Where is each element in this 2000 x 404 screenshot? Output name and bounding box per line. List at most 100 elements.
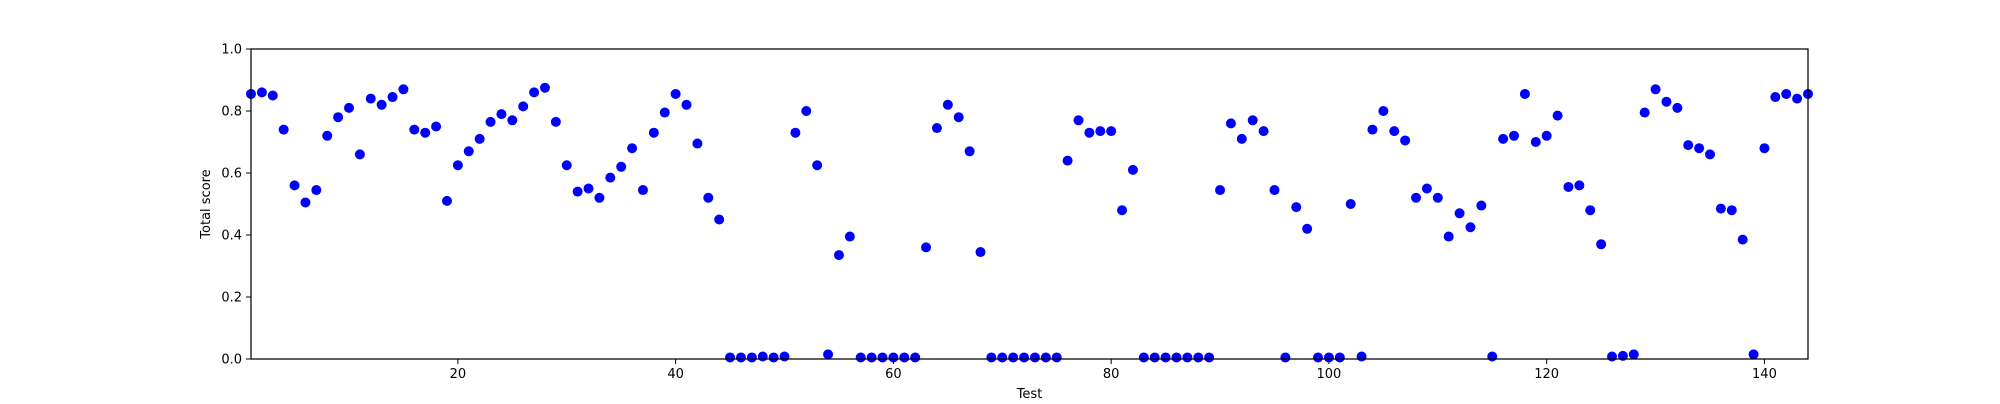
y-tick-label: 0.8 [221, 105, 242, 120]
data-point [1127, 164, 1138, 175]
data-point [1781, 88, 1792, 99]
data-point [1443, 231, 1454, 242]
data-point [997, 352, 1008, 363]
data-point [823, 349, 834, 360]
data-point [354, 149, 365, 160]
data-point [637, 185, 648, 196]
data-point [1378, 106, 1389, 116]
data-point [1454, 208, 1465, 219]
data-point [409, 124, 420, 135]
data-point [1019, 352, 1030, 363]
data-point [550, 116, 561, 127]
data-point [1062, 155, 1073, 166]
data-point [1280, 352, 1291, 363]
data-point [921, 242, 932, 253]
data-point [1541, 130, 1552, 141]
data-point [877, 352, 888, 363]
data-point [703, 192, 714, 203]
data-point [1792, 93, 1803, 104]
data-point [1160, 352, 1171, 363]
y-tick-label: 1.0 [221, 43, 242, 58]
data-point [496, 109, 507, 120]
data-point [1737, 234, 1748, 245]
data-point [300, 197, 311, 208]
data-point [441, 195, 452, 206]
data-point [1204, 352, 1215, 363]
data-point [1400, 135, 1411, 146]
data-point [1084, 127, 1095, 138]
data-point [1607, 351, 1618, 362]
y-tick-label: 0.0 [221, 353, 242, 368]
data-point [1138, 352, 1149, 363]
data-point [1661, 96, 1672, 107]
data-point [583, 183, 594, 194]
data-point [387, 92, 398, 103]
data-point [1215, 185, 1226, 196]
data-point [953, 112, 964, 123]
data-point [1269, 185, 1280, 196]
data-point [529, 87, 540, 98]
data-point [1476, 200, 1487, 211]
x-tick-label: 100 [1317, 367, 1342, 382]
data-point [333, 112, 344, 123]
data-point [1726, 205, 1737, 216]
x-tick-label: 20 [450, 367, 467, 382]
data-point [1411, 192, 1422, 203]
data-point [735, 352, 746, 363]
data-point [866, 352, 877, 363]
data-point [605, 172, 616, 183]
data-point [648, 127, 659, 138]
data-point [594, 192, 605, 203]
data-point [670, 88, 681, 99]
data-point [1225, 118, 1236, 129]
data-point [1694, 143, 1705, 154]
data-point [1487, 351, 1498, 362]
data-point [474, 133, 485, 144]
data-point [1596, 239, 1607, 250]
data-point [1574, 180, 1585, 191]
data-point [1106, 126, 1117, 137]
data-point [1236, 133, 1247, 144]
data-point [1051, 352, 1062, 363]
x-tick-label: 140 [1752, 367, 1777, 382]
data-point [420, 127, 431, 138]
data-point [365, 93, 376, 104]
data-point [1715, 203, 1726, 214]
data-point [1498, 133, 1509, 144]
data-point [561, 160, 572, 171]
data-point [1291, 202, 1302, 213]
y-tick-label: 0.4 [221, 229, 242, 244]
data-point [1247, 115, 1258, 126]
data-point [1040, 352, 1051, 363]
data-point [572, 186, 583, 197]
plot-area-frame [250, 48, 1809, 360]
data-point [1193, 352, 1204, 363]
data-point [1389, 126, 1400, 137]
data-point [1095, 126, 1106, 137]
data-point [1530, 137, 1541, 147]
data-point [398, 84, 409, 95]
y-axis-label: Total score [199, 169, 214, 239]
data-point [278, 124, 289, 135]
data-point [899, 352, 910, 363]
data-point [757, 351, 768, 362]
data-point [1639, 107, 1650, 118]
data-point [714, 214, 725, 225]
data-point [376, 99, 387, 110]
data-point [833, 250, 844, 261]
data-point [1008, 352, 1019, 363]
data-point [1628, 349, 1639, 360]
data-point [844, 231, 855, 242]
data-point [1302, 223, 1313, 234]
data-point [812, 160, 823, 171]
data-point [1563, 181, 1574, 192]
data-point [518, 101, 529, 112]
data-point [431, 121, 442, 132]
data-point [1171, 352, 1182, 363]
data-point [1258, 126, 1269, 137]
y-tick-label: 0.6 [221, 167, 242, 182]
data-point [507, 115, 518, 126]
data-point [1323, 352, 1334, 363]
